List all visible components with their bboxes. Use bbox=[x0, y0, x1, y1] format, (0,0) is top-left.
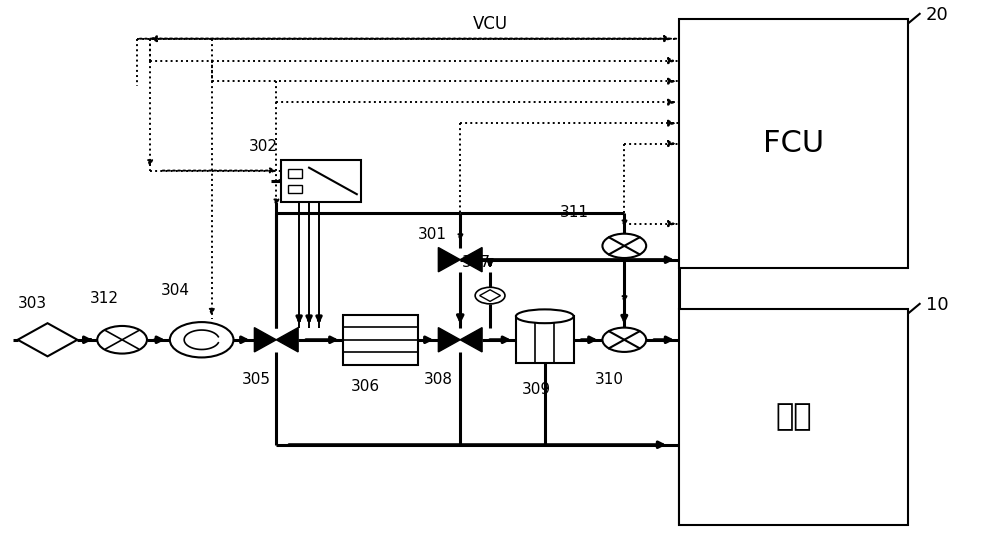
Text: 308: 308 bbox=[424, 372, 453, 387]
Bar bbox=[679, 20, 908, 268]
Text: 电堆: 电堆 bbox=[775, 403, 812, 431]
Circle shape bbox=[97, 326, 147, 354]
Circle shape bbox=[475, 287, 505, 304]
Polygon shape bbox=[480, 290, 500, 301]
Bar bbox=[288, 185, 302, 194]
Text: 311: 311 bbox=[560, 205, 589, 220]
Polygon shape bbox=[438, 248, 460, 272]
Text: 301: 301 bbox=[418, 227, 447, 242]
Bar bbox=[516, 316, 574, 363]
Polygon shape bbox=[460, 328, 482, 352]
Polygon shape bbox=[254, 328, 276, 352]
Text: 312: 312 bbox=[90, 291, 119, 306]
Polygon shape bbox=[438, 328, 460, 352]
Circle shape bbox=[170, 322, 233, 358]
Circle shape bbox=[602, 328, 646, 352]
Bar bbox=[343, 315, 418, 364]
Text: 302: 302 bbox=[249, 139, 278, 154]
Text: 309: 309 bbox=[522, 382, 551, 397]
Text: 10: 10 bbox=[926, 296, 948, 314]
Text: VCU: VCU bbox=[472, 15, 508, 33]
Circle shape bbox=[602, 234, 646, 258]
Text: 306: 306 bbox=[351, 379, 380, 394]
Bar bbox=[679, 309, 908, 525]
Bar bbox=[288, 169, 302, 177]
Text: FCU: FCU bbox=[763, 129, 824, 158]
Bar bbox=[281, 160, 361, 201]
Polygon shape bbox=[18, 323, 77, 357]
Ellipse shape bbox=[516, 309, 574, 323]
Polygon shape bbox=[276, 328, 298, 352]
Text: 20: 20 bbox=[926, 6, 948, 24]
Text: 307: 307 bbox=[462, 255, 491, 270]
Polygon shape bbox=[460, 248, 482, 272]
Text: 304: 304 bbox=[160, 282, 189, 297]
Text: 310: 310 bbox=[595, 372, 624, 387]
Text: 303: 303 bbox=[18, 296, 47, 311]
Text: 305: 305 bbox=[242, 372, 271, 387]
